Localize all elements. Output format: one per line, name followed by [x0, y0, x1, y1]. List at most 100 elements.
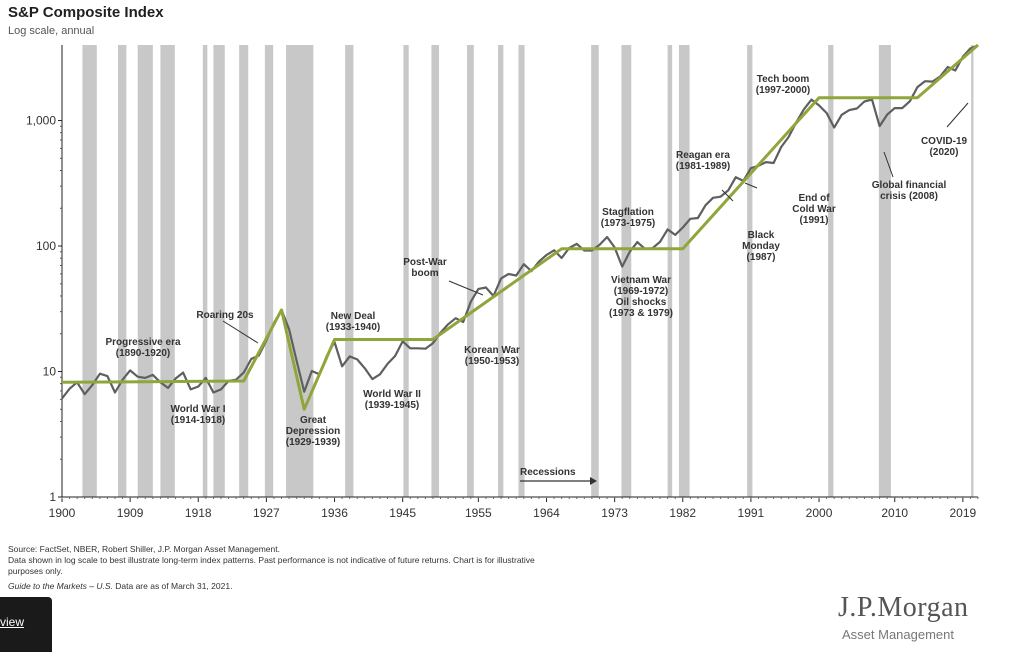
recession-band [213, 45, 225, 497]
annotation-line: World War II [363, 389, 421, 400]
annotation-line: (1973 & 1979) [609, 308, 673, 319]
recessions-legend-arrow [590, 477, 597, 485]
x-tick-label: 2019 [950, 506, 977, 520]
recession-band [137, 45, 153, 497]
annotation-line: Great [300, 415, 327, 426]
recession-band [118, 45, 127, 497]
recession-band [878, 45, 891, 497]
annotation-line: World War I [171, 404, 226, 415]
jpmorgan-logo: J.P.Morgan [838, 592, 969, 623]
chart-subtitle: Log scale, annual [8, 25, 95, 37]
view-button[interactable]: view [0, 597, 52, 652]
footnote-guide: Guide to the Markets – U.S. Data are as … [8, 581, 778, 592]
recession-band [431, 45, 439, 497]
annotation-line: New Deal [331, 311, 376, 322]
y-tick-label: 1,000 [26, 114, 56, 128]
annotation-line: (1973-1975) [601, 218, 655, 229]
chart-panel: S&P Composite Index Log scale, annual 1 1… [8, 4, 979, 642]
recession-band [591, 45, 599, 497]
index-line [61, 44, 979, 400]
annotation-line: Cold War [792, 204, 836, 215]
annotation-line: (1969-1972) [614, 286, 668, 297]
trend-line [61, 43, 979, 411]
annotation-line: Korean War [464, 345, 520, 356]
annotation-line: Post-War [403, 257, 447, 268]
recession-band [264, 45, 274, 497]
recession-band [621, 45, 632, 497]
chart-annotation: Roaring 20s [196, 310, 254, 321]
x-tick-label: 1936 [321, 506, 348, 520]
x-tick-label: 2010 [881, 506, 908, 520]
annotation-line: Tech boom [757, 74, 810, 85]
annotation-leader [448, 280, 484, 296]
logo-subtitle: Asset Management [842, 627, 955, 642]
annotation-line: Progressive era [105, 337, 180, 348]
annotation-line: (1939-1945) [365, 400, 419, 411]
chart-annotation: Post-War boom [403, 257, 447, 279]
recession-band [498, 45, 504, 497]
annotation-line: (1933-1940) [326, 322, 380, 333]
annotation-line: Global financial [872, 180, 947, 191]
annotation-line: crisis (2008) [880, 191, 938, 202]
footnote-guide-date: Data are as of March 31, 2021. [112, 581, 233, 591]
x-tick-label: 1918 [185, 506, 212, 520]
footnote-source: Source: FactSet, NBER, Robert Shiller, J… [8, 544, 280, 554]
chart-annotation: Reagan era (1981-1989) [676, 150, 731, 172]
recessions-legend-label: Recessions [520, 467, 576, 478]
recession-band [467, 45, 474, 497]
chart-annotation: Progressive era (1890-1920) [105, 337, 180, 359]
annotation-line: Stagflation [602, 207, 654, 218]
annotation-line: (1991) [800, 215, 829, 226]
annotation-line: End of [798, 193, 830, 204]
recession-band [202, 45, 208, 497]
recession-band [160, 45, 175, 497]
chart-annotation: Vietnam War (1969-1972) Oil shocks (1973 & … [609, 275, 673, 319]
x-tick-label: 1927 [253, 506, 280, 520]
annotation-leader [946, 102, 969, 128]
recession-band [286, 45, 314, 497]
footnote-note-1: Data shown in log scale to best illustra… [8, 555, 535, 565]
x-tick-label: 1900 [49, 506, 76, 520]
x-tick-label: 1945 [389, 506, 416, 520]
annotation-line: Vietnam War [611, 275, 671, 286]
footnote-note-2: purposes only. [8, 566, 63, 576]
annotation-line: Roaring 20s [196, 310, 254, 321]
annotation-line: COVID-19 [921, 136, 968, 147]
recession-band [518, 45, 525, 497]
annotation-line: (1997-2000) [756, 85, 810, 96]
annotation-line: (1929-1939) [286, 437, 340, 448]
recession-band [82, 45, 97, 497]
y-tick-label: 100 [36, 239, 56, 253]
chart-svg: 1 10 100 1,000 1900 1909 1918 1927 1936 1945 1955 1… [26, 43, 979, 520]
recession-band [667, 45, 673, 497]
x-tick-label: 1964 [533, 506, 560, 520]
chart-annotation: End of Cold War (1991) [792, 193, 836, 226]
chart-annotation: World War I (1914-1918) [171, 404, 226, 426]
chart-annotation: Korean War (1950-1953) [464, 345, 520, 367]
y-tick-label: 1 [49, 490, 56, 504]
x-tick-label: 1955 [465, 506, 492, 520]
annotation-line: Black [748, 230, 775, 241]
chart-annotation: New Deal (1933-1940) [326, 311, 380, 333]
view-button-label[interactable]: view [0, 615, 25, 629]
annotation-line: Reagan era [676, 150, 730, 161]
annotation-leader [222, 320, 259, 344]
footnote-guide-title: Guide to the Markets – U.S. [8, 581, 113, 591]
annotation-line: Oil shocks [616, 297, 667, 308]
chart-annotation: COVID-19 (2020) [921, 136, 968, 158]
chart-annotation: Great Depression (1929-1939) [286, 415, 340, 448]
chart-title: S&P Composite Index [8, 4, 164, 21]
chart-annotation: Stagflation (1973-1975) [601, 207, 655, 229]
recession-band [971, 45, 974, 497]
y-tick-label: 10 [43, 365, 57, 379]
annotation-line: Monday [742, 241, 780, 252]
chart-annotation: Tech boom (1997-2000) [756, 74, 810, 96]
annotation-leader [721, 189, 734, 202]
chart-annotation: Global financial crisis (2008) [872, 180, 947, 202]
annotation-line: (1981-1989) [676, 161, 730, 172]
annotation-line: (1950-1953) [465, 356, 519, 367]
x-tick-label: 2000 [806, 506, 833, 520]
recession-band [828, 45, 834, 497]
chart-annotation: Black Monday (1987) [742, 230, 780, 263]
